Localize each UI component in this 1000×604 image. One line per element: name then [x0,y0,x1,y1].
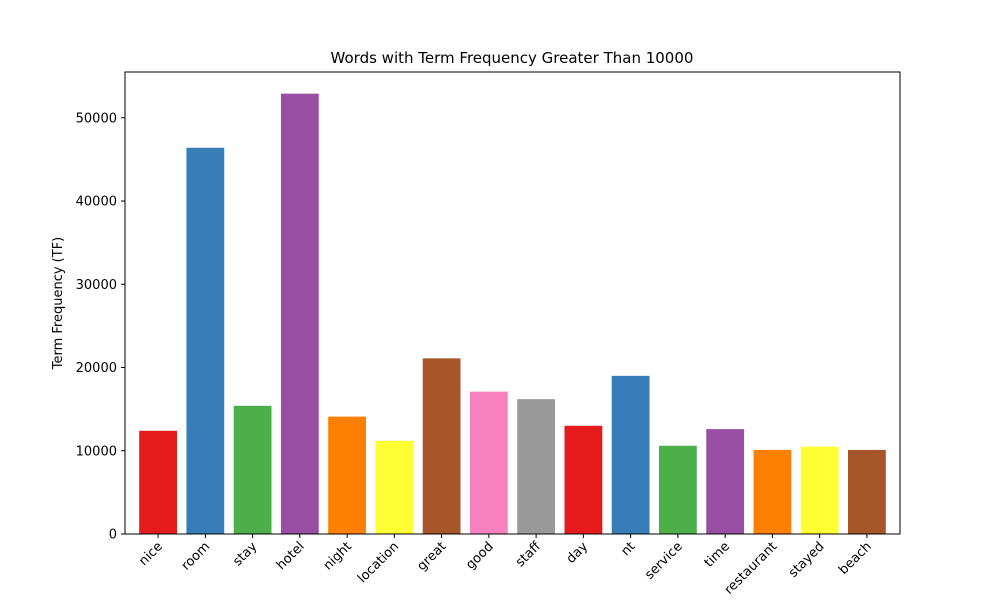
bar-day [564,425,603,534]
chart-title: Words with Term Frequency Greater Than 1… [331,49,694,67]
x-tick-label: nice [136,539,166,569]
y-tick-label: 10000 [76,444,117,459]
bar-stay [233,405,272,534]
y-tick-label: 0 [109,528,117,543]
x-tick-label: stay [230,539,260,569]
bar-nt [611,375,650,534]
x-tick-label: great [415,539,450,574]
bar-stayed [800,446,839,534]
x-tick-label: stayed [786,539,828,581]
bar-service [658,445,697,534]
y-axis-label: Term Frequency (TF) [51,237,66,371]
bar-nice [139,430,177,534]
x-tick-label: time [702,539,733,570]
x-tick-label: beach [836,539,875,578]
bar-time [706,429,745,534]
bar-room [186,147,225,535]
x-axis: nice room stay hotel night location great good s… [136,534,875,598]
x-tick-label: night [321,539,355,573]
bar-location [375,440,414,534]
bar-good [469,391,508,534]
bar-great [422,358,461,534]
bars-group [139,93,886,535]
bar-beach [848,449,886,534]
x-tick-label: staff [513,538,545,570]
x-tick-label: good [463,539,497,573]
x-tick-label: day [564,539,592,567]
bar-restaurant [753,449,792,534]
y-tick-label: 30000 [76,278,117,293]
plot-frame [124,71,901,535]
x-tick-label: nt [618,539,638,559]
y-tick-label: 40000 [76,195,117,210]
bar-night [328,416,367,534]
y-tick-label: 50000 [76,111,117,126]
bar-staff [517,399,556,534]
bar-hotel [280,93,319,534]
y-axis: 0 10000 20000 30000 40000 50000 [76,111,125,543]
x-tick-label: location [355,539,402,586]
x-tick-label: hotel [274,539,308,573]
y-tick-label: 20000 [76,361,117,376]
x-tick-label: room [179,539,213,573]
x-tick-label: service [642,539,686,583]
